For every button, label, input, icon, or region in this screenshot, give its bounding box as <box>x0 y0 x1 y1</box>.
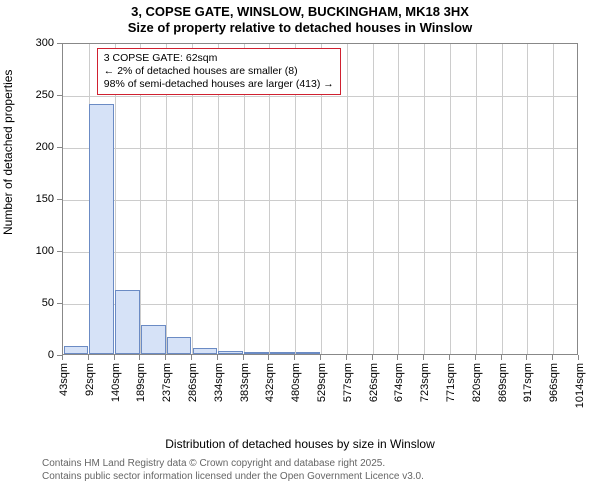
grid-line-v <box>553 44 554 354</box>
annotation-line-3: 98% of semi-detached houses are larger (… <box>104 78 334 91</box>
x-tick-label: 966sqm <box>548 363 560 402</box>
chart-title: 3, COPSE GATE, WINSLOW, BUCKINGHAM, MK18… <box>0 4 600 19</box>
x-tick-label: 92sqm <box>84 363 96 396</box>
x-tick-label: 771sqm <box>445 363 457 402</box>
footer-line-1: Contains HM Land Registry data © Crown c… <box>42 457 600 470</box>
histogram-bar <box>115 290 140 354</box>
x-tick-mark <box>501 355 502 360</box>
grid-line-v <box>527 44 528 354</box>
grid-line-v <box>502 44 503 354</box>
x-tick-label: 820sqm <box>471 363 483 402</box>
x-tick-label: 917sqm <box>522 363 534 402</box>
y-tick-mark <box>57 95 62 96</box>
x-tick-label: 869sqm <box>497 363 509 402</box>
x-tick-mark <box>191 355 192 360</box>
y-tick-label: 200 <box>30 141 54 153</box>
x-tick-label: 674sqm <box>393 363 405 402</box>
x-tick-label: 626sqm <box>368 363 380 402</box>
x-tick-label: 480sqm <box>290 363 302 402</box>
x-axis-label: Distribution of detached houses by size … <box>0 437 600 451</box>
footer-attribution: Contains HM Land Registry data © Crown c… <box>42 457 600 483</box>
histogram-bar <box>218 351 243 354</box>
x-tick-label: 237sqm <box>161 363 173 402</box>
x-tick-mark <box>62 355 63 360</box>
x-tick-mark <box>475 355 476 360</box>
y-tick-mark <box>57 147 62 148</box>
y-axis-label: Number of detached properties <box>1 70 15 235</box>
x-tick-mark <box>449 355 450 360</box>
chart-title-block: 3, COPSE GATE, WINSLOW, BUCKINGHAM, MK18… <box>0 4 600 35</box>
x-tick-mark <box>268 355 269 360</box>
histogram-bar <box>296 352 321 354</box>
y-tick-mark <box>57 43 62 44</box>
grid-line-v <box>398 44 399 354</box>
x-tick-mark <box>320 355 321 360</box>
x-tick-mark <box>217 355 218 360</box>
x-tick-label: 1014sqm <box>574 363 586 408</box>
histogram-bar <box>270 352 295 354</box>
x-tick-mark <box>397 355 398 360</box>
footer-line-2: Contains public sector information licen… <box>42 470 600 483</box>
grid-line-v <box>424 44 425 354</box>
x-tick-mark <box>165 355 166 360</box>
x-tick-label: 577sqm <box>342 363 354 402</box>
annotation-line-1: 3 COPSE GATE: 62sqm <box>104 52 334 65</box>
histogram-bar <box>141 325 166 354</box>
grid-line-v <box>347 44 348 354</box>
x-tick-mark <box>526 355 527 360</box>
grid-line-v <box>450 44 451 354</box>
x-tick-label: 383sqm <box>239 363 251 402</box>
x-tick-mark <box>578 355 579 360</box>
x-tick-mark <box>423 355 424 360</box>
x-tick-mark <box>346 355 347 360</box>
chart-area: Number of detached properties 3 COPSE GA… <box>0 35 600 435</box>
y-tick-label: 0 <box>30 349 54 361</box>
x-tick-mark <box>88 355 89 360</box>
x-tick-label: 334sqm <box>213 363 225 402</box>
x-tick-mark <box>294 355 295 360</box>
x-tick-mark <box>114 355 115 360</box>
y-tick-label: 50 <box>30 297 54 309</box>
x-tick-mark <box>372 355 373 360</box>
x-tick-label: 286sqm <box>187 363 199 402</box>
annotation-line-2: ← 2% of detached houses are smaller (8) <box>104 65 334 78</box>
histogram-bar <box>167 337 192 354</box>
histogram-bar <box>244 352 269 354</box>
y-tick-label: 100 <box>30 245 54 257</box>
y-tick-mark <box>57 303 62 304</box>
y-tick-label: 250 <box>30 89 54 101</box>
y-tick-mark <box>57 251 62 252</box>
x-tick-label: 723sqm <box>419 363 431 402</box>
plot-area: 3 COPSE GATE: 62sqm ← 2% of detached hou… <box>62 43 578 355</box>
histogram-bar <box>89 104 114 354</box>
annotation-box: 3 COPSE GATE: 62sqm ← 2% of detached hou… <box>97 48 341 95</box>
x-tick-label: 43sqm <box>58 363 70 396</box>
chart-subtitle: Size of property relative to detached ho… <box>0 20 600 35</box>
x-tick-mark <box>552 355 553 360</box>
x-tick-label: 432sqm <box>264 363 276 402</box>
y-tick-mark <box>57 199 62 200</box>
x-tick-label: 140sqm <box>110 363 122 402</box>
x-tick-label: 189sqm <box>135 363 147 402</box>
grid-line-v <box>476 44 477 354</box>
x-tick-mark <box>139 355 140 360</box>
grid-line-v <box>373 44 374 354</box>
x-tick-label: 529sqm <box>316 363 328 402</box>
y-tick-label: 150 <box>30 193 54 205</box>
histogram-bar <box>64 346 89 354</box>
x-tick-mark <box>243 355 244 360</box>
histogram-bar <box>193 348 218 354</box>
y-tick-label: 300 <box>30 37 54 49</box>
